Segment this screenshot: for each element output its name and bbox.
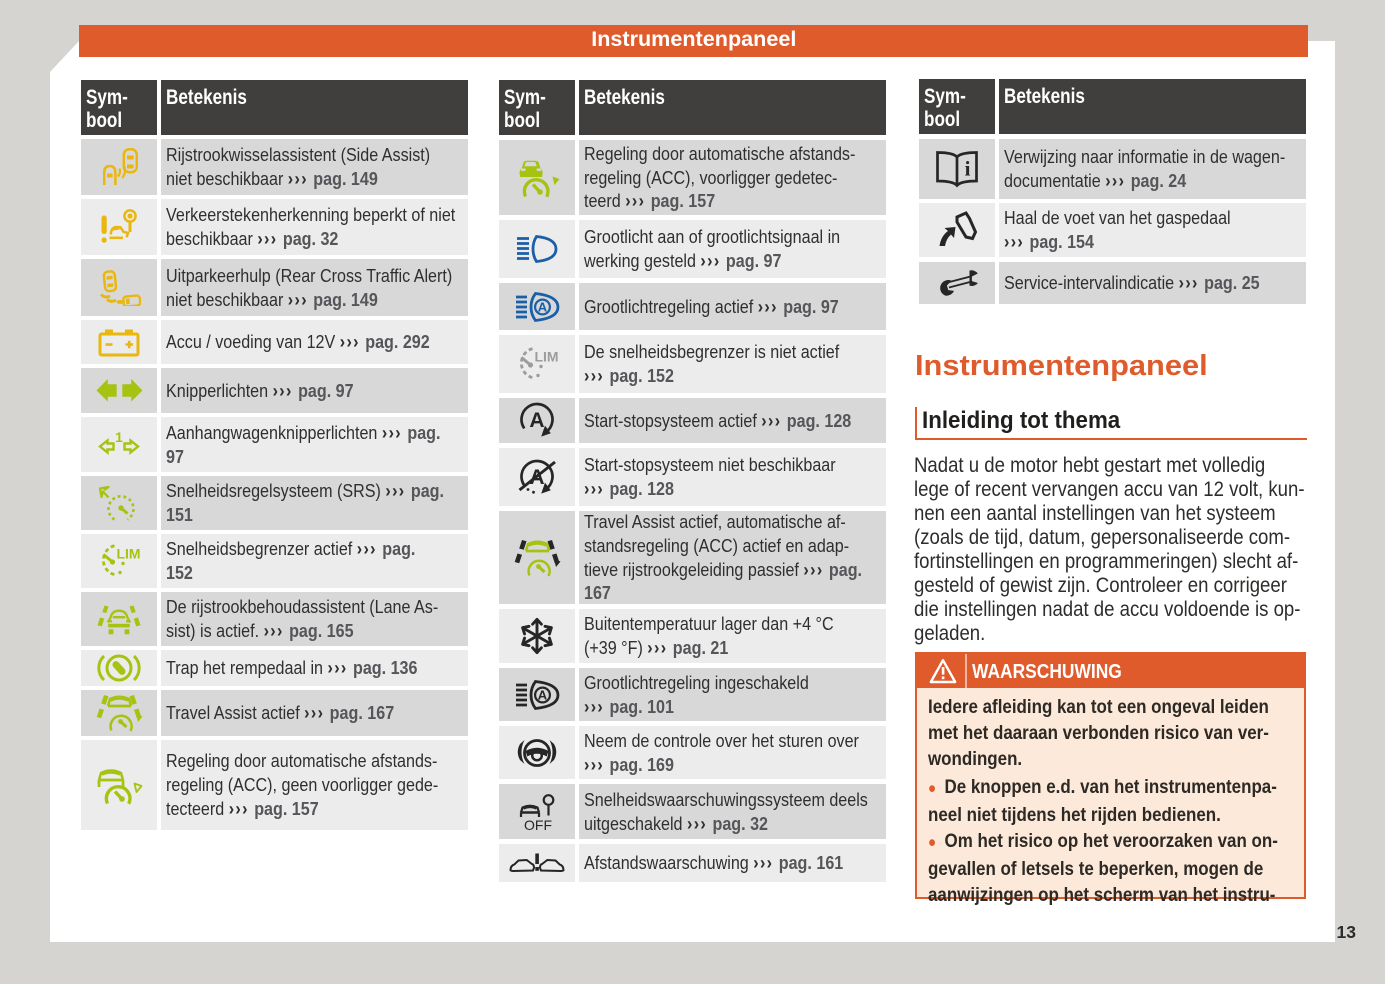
svg-text:OFF: OFF [524,817,552,832]
svg-text:A: A [538,299,548,314]
svg-text:LIM: LIM [535,349,559,365]
svg-text:i: i [965,156,971,180]
svg-text:A: A [538,687,548,702]
svg-text:A: A [529,409,544,432]
svg-text:1: 1 [115,429,123,445]
svg-text:LIM: LIM [117,546,141,562]
